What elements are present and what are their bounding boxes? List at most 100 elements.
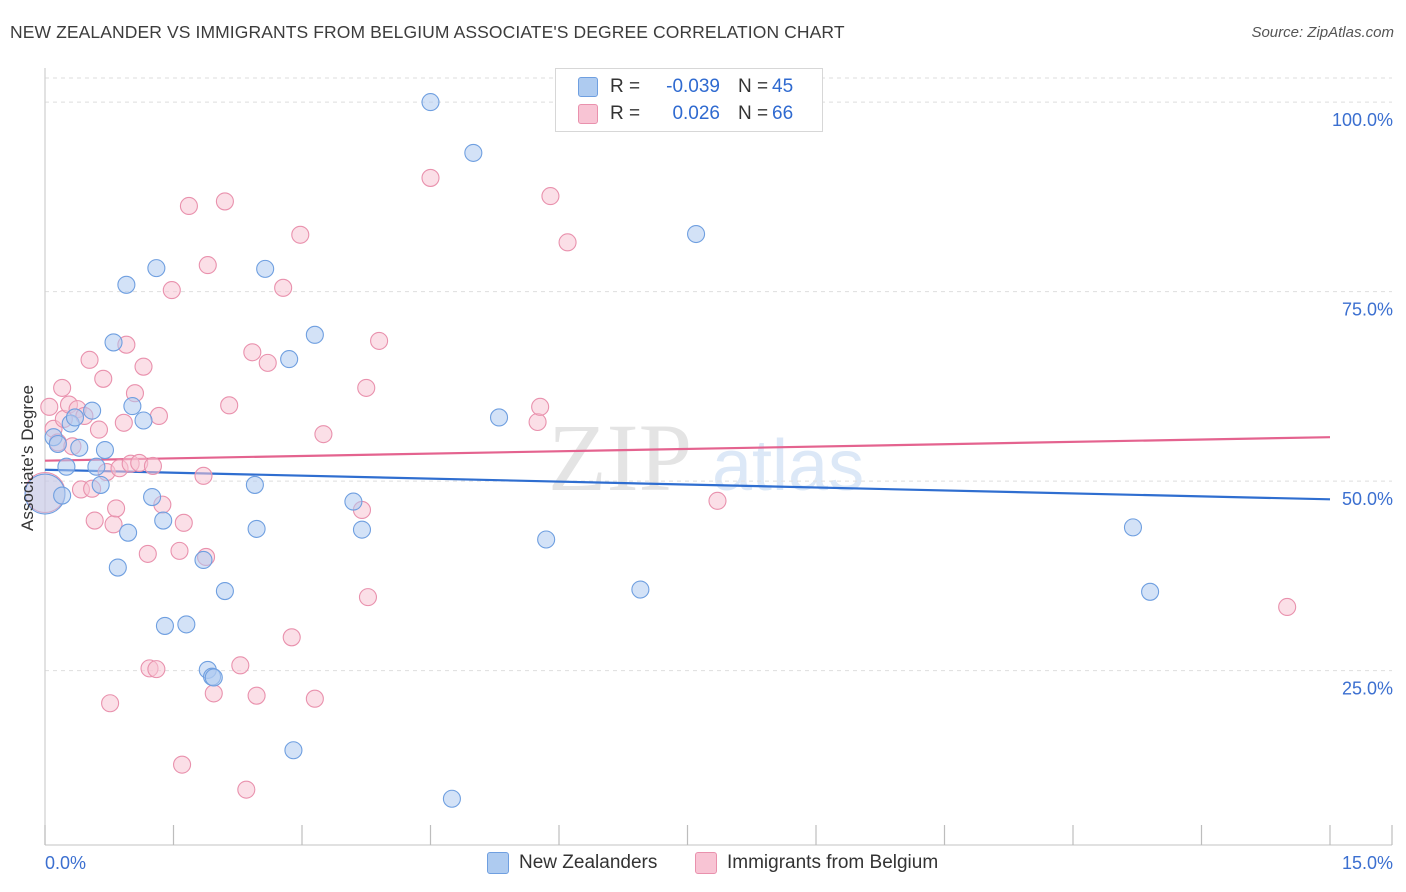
point-new-zealanders	[87, 457, 106, 476]
point-immigrants-belgium	[149, 406, 168, 425]
point-immigrants-belgium	[220, 396, 239, 415]
legend-n-value: 45	[772, 76, 794, 97]
point-immigrants-belgium	[291, 225, 310, 244]
trend-line-new-zealanders	[44, 468, 1331, 501]
point-immigrants-belgium	[147, 660, 166, 679]
point-immigrants-belgium	[134, 357, 153, 376]
point-new-zealanders	[305, 325, 324, 344]
point-immigrants-belgium	[247, 686, 266, 705]
point-immigrants-belgium	[215, 192, 234, 211]
point-new-zealanders	[1123, 518, 1143, 537]
point-new-zealanders	[489, 408, 509, 427]
chart-title: NEW ZEALANDER VS IMMIGRANTS FROM BELGIUM…	[10, 22, 845, 42]
point-immigrants-belgium	[107, 499, 126, 518]
legend-swatch-pink	[578, 104, 598, 124]
point-new-zealanders	[537, 530, 556, 549]
point-new-zealanders	[91, 475, 110, 494]
point-immigrants-belgium	[305, 689, 324, 708]
point-immigrants-belgium	[237, 780, 256, 799]
legend-row-immigrants-belgium: R = 0.026 N = 66	[578, 102, 793, 126]
point-immigrants-belgium	[258, 353, 277, 372]
point-new-zealanders	[57, 457, 76, 476]
point-immigrants-belgium	[94, 369, 113, 388]
source-label: Source: ZipAtlas.com	[1251, 24, 1394, 41]
legend-r-value: 0.026	[672, 103, 720, 124]
point-immigrants-belgium	[282, 628, 301, 647]
point-new-zealanders	[247, 519, 266, 538]
point-new-zealanders	[117, 275, 136, 294]
axes	[44, 68, 1393, 846]
point-new-zealanders	[155, 616, 174, 635]
legend-r-label: R =	[610, 103, 641, 124]
point-new-zealanders	[108, 558, 127, 577]
point-immigrants-belgium	[541, 187, 560, 206]
legend-n-label: N =	[738, 76, 769, 97]
point-new-zealanders	[280, 350, 299, 369]
data-points	[24, 93, 1297, 808]
point-immigrants-belgium	[204, 684, 223, 703]
point-immigrants-belgium	[89, 420, 109, 439]
point-new-zealanders	[352, 520, 372, 539]
point-new-zealanders	[123, 397, 142, 416]
x-tick-label: 0.0%	[45, 853, 86, 873]
point-immigrants-belgium	[179, 196, 198, 216]
series-legend-item-immigrants-belgium[interactable]: Immigrants from Belgium	[695, 852, 938, 874]
point-immigrants-belgium	[40, 397, 59, 416]
point-immigrants-belgium	[80, 350, 99, 369]
point-new-zealanders	[1141, 582, 1160, 601]
legend-r-label: R =	[610, 76, 641, 97]
legend-row-new-zealanders: R = -0.039 N = 45	[578, 75, 793, 99]
x-tick-label: 15.0%	[1342, 853, 1393, 873]
correlation-legend: R = -0.039 N = 45 R = 0.026 N = 66	[555, 68, 823, 132]
point-immigrants-belgium	[174, 513, 193, 532]
point-immigrants-belgium	[314, 425, 333, 444]
point-immigrants-belgium	[357, 378, 376, 397]
point-new-zealanders	[464, 143, 483, 162]
point-new-zealanders	[70, 438, 89, 457]
point-immigrants-belgium	[528, 412, 547, 432]
point-new-zealanders	[147, 259, 166, 278]
series-legend-label: Immigrants from Belgium	[727, 852, 939, 873]
legend-n-value: 66	[772, 103, 794, 124]
point-new-zealanders	[177, 615, 196, 634]
point-new-zealanders	[631, 580, 650, 599]
point-new-zealanders	[143, 488, 162, 507]
point-immigrants-belgium	[101, 694, 120, 713]
point-new-zealanders	[104, 333, 123, 352]
point-new-zealanders	[256, 259, 275, 278]
series-legend-item-new-zealanders[interactable]: New Zealanders	[487, 852, 657, 874]
point-immigrants-belgium	[143, 456, 162, 476]
tick-labels: 25.0% 50.0% 75.0% 100.0% 0.0% 15.0%	[45, 110, 1393, 873]
point-immigrants-belgium	[198, 256, 217, 275]
y-tick-label: 25.0%	[1342, 679, 1393, 699]
point-immigrants-belgium	[531, 397, 550, 416]
point-new-zealanders	[421, 93, 440, 112]
point-immigrants-belgium	[173, 755, 192, 774]
point-new-zealanders	[344, 492, 363, 511]
point-immigrants-belgium	[114, 413, 133, 432]
point-new-zealanders	[215, 582, 234, 601]
point-new-zealanders	[53, 486, 72, 505]
point-immigrants-belgium	[274, 278, 293, 297]
watermark-zip: ZIP	[548, 404, 692, 511]
point-immigrants-belgium	[421, 168, 440, 187]
legend-swatch-blue	[578, 77, 598, 97]
point-new-zealanders	[134, 411, 153, 430]
point-immigrants-belgium	[231, 656, 250, 675]
point-new-zealanders	[245, 475, 264, 494]
point-new-zealanders	[194, 550, 213, 570]
point-immigrants-belgium	[170, 541, 189, 560]
point-immigrants-belgium	[85, 511, 104, 530]
point-immigrants-belgium	[558, 233, 577, 252]
series-swatch-pink	[695, 852, 717, 874]
point-immigrants-belgium	[358, 588, 378, 607]
point-new-zealanders	[154, 511, 173, 530]
gridlines	[45, 77, 1392, 672]
y-tick-label: 50.0%	[1342, 489, 1393, 509]
point-immigrants-belgium	[138, 544, 157, 563]
point-immigrants-belgium	[708, 491, 727, 510]
point-new-zealanders	[95, 441, 115, 460]
point-new-zealanders	[204, 668, 223, 687]
watermark: ZIP atlas	[548, 404, 864, 511]
point-immigrants-belgium	[370, 331, 389, 350]
